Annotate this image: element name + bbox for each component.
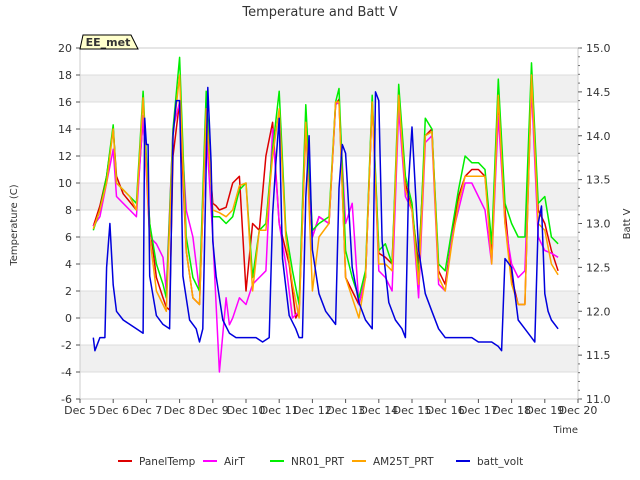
x-tick-label: Dec 13 (326, 404, 365, 417)
left-y-tick-label: 18 (58, 69, 72, 82)
x-tick-label: Dec 16 (426, 404, 465, 417)
left-y-tick-label: 0 (65, 312, 72, 325)
x-tick-label: Dec 12 (293, 404, 332, 417)
left-y-tick-label: -4 (61, 366, 72, 379)
left-y-tick-label: 20 (58, 42, 72, 55)
right-y-axis-ticks: 11.0 11.5 12.0 12.5 13.0 13.5 14.0 14.5 15.0 (578, 42, 611, 406)
background-band (80, 318, 578, 345)
x-tick-label: Dec 20 (559, 404, 598, 417)
right-y-tick-label: 13.5 (586, 174, 611, 187)
x-tick-label: Dec 9 (197, 404, 229, 417)
legend-label: PanelTemp (139, 456, 196, 468)
station-badge-label: EE_met (86, 36, 131, 49)
right-y-tick-label: 13.0 (586, 218, 611, 231)
series-line-am25t-prt (92, 74, 559, 319)
left-y-axis-ticks: -6 -4 -2 0 2 4 6 8 10 12 14 16 18 20 (58, 42, 80, 406)
x-tick-label: Dec 14 (359, 404, 398, 417)
x-axis-label: Time (553, 425, 578, 436)
right-y-tick-label: 11.0 (586, 393, 611, 406)
right-y-tick-label: 14.0 (586, 130, 611, 143)
left-y-tick-label: 16 (58, 96, 72, 109)
left-y-tick-label: -2 (61, 339, 72, 352)
left-y-tick-label: 6 (65, 231, 72, 244)
right-y-tick-label: 12.0 (586, 305, 611, 318)
left-y-tick-label: 4 (65, 258, 72, 271)
series-line-batt-volt (92, 86, 559, 352)
x-tick-label: Dec 11 (260, 404, 299, 417)
right-y-tick-label: 14.5 (586, 86, 611, 99)
left-y-tick-label: 8 (65, 204, 72, 217)
left-y-tick-label: 2 (65, 285, 72, 298)
left-y-axis-label: Temperature (C) (9, 184, 20, 266)
left-y-tick-label: 12 (58, 150, 72, 163)
legend-label: AirT (224, 456, 245, 468)
right-y-tick-label: 11.5 (586, 349, 611, 362)
x-tick-label: Dec 17 (459, 404, 498, 417)
background-band (80, 48, 578, 75)
legend: PanelTemp AirT NR01_PRT AM25T_PRT batt_volt (118, 456, 523, 468)
chart-title: Temperature and Batt V (241, 5, 397, 20)
x-tick-label: Dec 10 (227, 404, 266, 417)
right-y-tick-label: 12.5 (586, 261, 611, 274)
legend-label: AM25T_PRT (373, 456, 434, 468)
x-tick-label: Dec 19 (525, 404, 564, 417)
background-band (80, 129, 578, 156)
background-band (80, 372, 578, 399)
x-tick-label: Dec 8 (164, 404, 196, 417)
left-y-tick-label: 10 (58, 177, 72, 190)
x-tick-label: Dec 15 (393, 404, 432, 417)
x-tick-label: Dec 7 (131, 404, 163, 417)
series-line-nr01-prt (92, 56, 559, 306)
series-layer (92, 56, 559, 373)
right-y-axis-label: Batt V (622, 208, 633, 239)
left-y-tick-label: -6 (61, 393, 72, 406)
legend-label: NR01_PRT (291, 456, 345, 468)
right-y-tick-label: 15.0 (586, 42, 611, 55)
left-y-tick-label: 14 (58, 123, 72, 136)
legend-label: batt_volt (477, 456, 523, 468)
background-band (80, 75, 578, 102)
background-band (80, 102, 578, 129)
x-tick-label: Dec 5 (64, 404, 96, 417)
station-badge: EE_met (79, 34, 139, 50)
x-tick-label: Dec 18 (492, 404, 531, 417)
background-band (80, 345, 578, 372)
x-tick-label: Dec 6 (97, 404, 129, 417)
